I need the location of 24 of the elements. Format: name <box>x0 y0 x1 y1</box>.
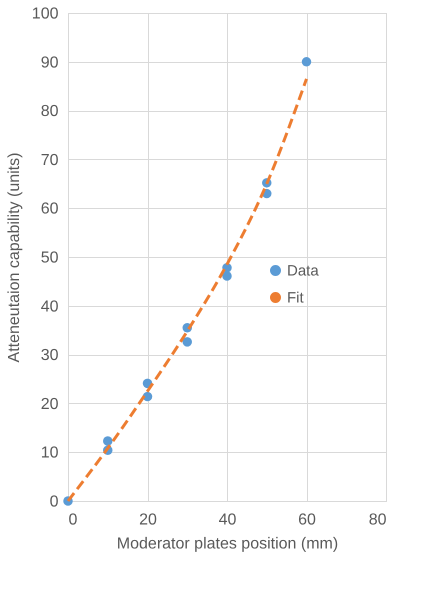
y-tick-label: 0 <box>50 494 59 510</box>
y-tick-label: 70 <box>40 152 59 169</box>
x-axis-title: Moderator plates position (mm) <box>116 536 338 552</box>
y-tick-label: 80 <box>40 103 59 120</box>
y-tick-label: 50 <box>40 250 59 266</box>
y-tick-label: 40 <box>40 298 59 316</box>
y-tick-label: 30 <box>40 347 59 364</box>
x-tick-label: 80 <box>368 512 387 528</box>
point <box>222 271 232 281</box>
point <box>182 337 192 347</box>
y-tick-label: 90 <box>40 54 59 72</box>
x-tick-label: 40 <box>218 512 236 528</box>
y-tick-label: 60 <box>40 200 59 218</box>
y-tick-label: 20 <box>40 396 59 413</box>
x-tick-label: 60 <box>298 512 316 528</box>
y-axis-title: Atteneutaion capability (units) <box>6 152 23 362</box>
legend-label: Data <box>287 262 320 280</box>
x-tick-label: 0 <box>68 512 78 528</box>
y-tick-label: 100 <box>32 6 59 22</box>
x-tick-label: 20 <box>139 512 157 528</box>
point <box>302 57 312 67</box>
y-tick-label: 10 <box>40 444 59 462</box>
legend-label: Fit <box>287 290 304 306</box>
point <box>103 436 112 446</box>
